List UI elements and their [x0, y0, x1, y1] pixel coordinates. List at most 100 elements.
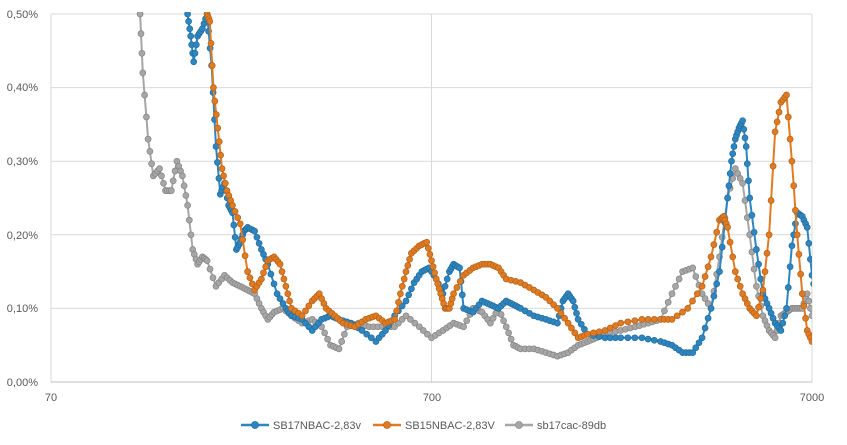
data-point: [276, 295, 284, 302]
data-point: [139, 69, 147, 77]
data-point: [203, 257, 211, 264]
data-point: [668, 316, 676, 323]
data-point: [783, 91, 790, 99]
data-point: [644, 335, 652, 343]
data-point: [169, 177, 177, 185]
y-tick-label: 0,30%: [7, 156, 38, 168]
legend-label: SB15NBAC-2,83V: [405, 420, 496, 432]
data-point: [393, 307, 400, 315]
data-point: [557, 309, 565, 317]
data-point: [807, 305, 812, 312]
data-point: [638, 316, 646, 323]
data-point: [305, 302, 313, 310]
data-point: [185, 18, 192, 25]
data-point: [753, 282, 760, 290]
data-point: [234, 214, 242, 221]
data-point: [182, 192, 190, 199]
data-point: [156, 165, 163, 172]
data-point: [460, 323, 467, 331]
data-point: [426, 251, 434, 258]
data-point: [458, 291, 466, 299]
data-point: [750, 228, 758, 236]
data-point: [239, 236, 247, 244]
data-point: [689, 349, 697, 356]
data-point: [795, 251, 803, 258]
data-point: [704, 314, 712, 322]
series-SB15NBAC-2,83V: [203, 12, 812, 345]
data-point: [638, 334, 646, 342]
data-point: [808, 312, 812, 320]
data-point: [741, 134, 749, 142]
data-point: [624, 318, 632, 326]
data-point: [276, 260, 284, 268]
data-point: [262, 263, 270, 271]
data-point: [734, 275, 742, 283]
data-point: [745, 177, 752, 185]
y-tick-label: 0,00%: [7, 377, 38, 389]
data-point: [187, 32, 195, 40]
data-point: [302, 307, 309, 315]
data-point: [411, 319, 419, 327]
data-point: [725, 182, 733, 190]
data-point: [729, 150, 737, 158]
data-point: [773, 118, 781, 126]
data-point: [775, 108, 783, 116]
data-point: [631, 334, 639, 342]
data-point: [784, 284, 792, 291]
data-point: [564, 319, 572, 327]
data-point: [668, 290, 676, 298]
data-point: [707, 253, 715, 261]
data-point: [143, 113, 150, 121]
data-point: [395, 298, 402, 306]
data-point: [138, 49, 146, 57]
data-point: [713, 228, 721, 236]
data-point: [267, 270, 275, 278]
data-point: [214, 124, 222, 132]
data-point: [251, 227, 258, 235]
data-point: [788, 242, 796, 250]
legend-item[interactable]: SB15NBAC-2,83V: [373, 420, 496, 432]
data-point: [338, 338, 346, 345]
data-point: [180, 182, 188, 190]
data-point: [746, 194, 754, 202]
data-point: [231, 233, 239, 241]
legend-item[interactable]: SB17NBAC-2,83v: [241, 420, 362, 432]
data-point: [584, 330, 591, 338]
x-tick-label: 700: [423, 392, 441, 404]
data-point: [739, 117, 746, 125]
data-point: [206, 265, 214, 273]
data-point: [755, 303, 762, 311]
data-point: [718, 243, 726, 251]
data-point: [255, 240, 263, 247]
data-point: [429, 263, 437, 271]
data-point: [397, 290, 404, 298]
data-point: [695, 339, 703, 347]
data-point: [672, 282, 679, 290]
data-point: [679, 308, 686, 316]
legend-item[interactable]: sb17cac-89db: [505, 420, 606, 432]
data-point: [673, 312, 681, 320]
data-point: [644, 316, 652, 323]
data-point: [258, 275, 265, 283]
data-point: [363, 330, 371, 338]
data-point: [141, 91, 148, 99]
data-point: [179, 172, 186, 180]
y-tick-label: 0,10%: [7, 303, 38, 315]
data-point: [701, 273, 709, 280]
y-tick-labels: 0,00% 0,10% 0,20% 0,30% 0,40% 0,50%: [7, 9, 38, 389]
legend-swatch-marker: [383, 421, 391, 429]
data-point: [402, 297, 410, 305]
data-point: [220, 172, 227, 180]
data-point: [280, 275, 288, 283]
data-point: [624, 334, 632, 342]
data-point: [209, 274, 217, 282]
data-point: [456, 264, 463, 272]
data-point: [729, 253, 737, 261]
data-point: [786, 263, 794, 271]
series-layer: [136, 12, 812, 360]
data-point: [810, 280, 812, 287]
data-point: [207, 40, 215, 47]
data-point: [367, 334, 375, 342]
data-point: [192, 41, 200, 49]
data-point: [689, 297, 696, 305]
